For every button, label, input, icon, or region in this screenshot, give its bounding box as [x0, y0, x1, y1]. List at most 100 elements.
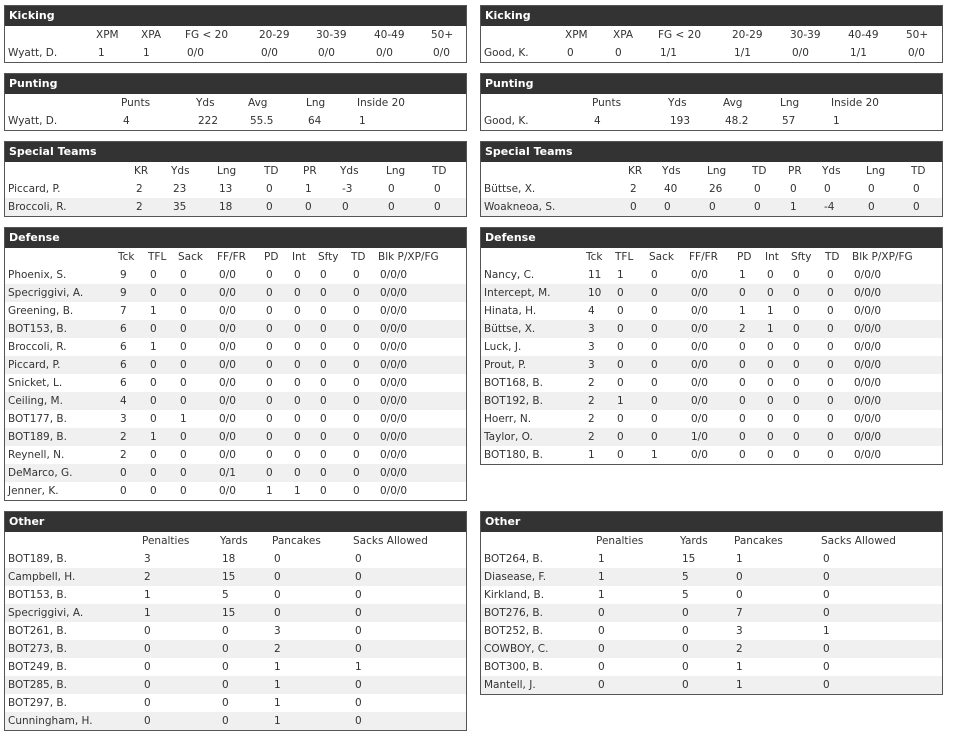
stat-cell: 57 [782, 115, 796, 127]
player-name: DeMarco, G. [8, 467, 73, 479]
column-header: Int [765, 251, 779, 263]
player-name: Broccoli, R. [8, 341, 67, 353]
stat-cell: 0 [664, 201, 671, 213]
stat-cell: 0 [266, 341, 273, 353]
stat-cell: 0/0 [908, 47, 925, 59]
stat-cell: 0 [320, 431, 327, 443]
stat-cell: 0 [266, 201, 273, 213]
player-name: BOT249, B. [8, 661, 67, 673]
column-header: Pancakes [734, 535, 783, 547]
stat-cell: 1 [617, 395, 624, 407]
column-header: KR [628, 165, 643, 177]
stat-cell: 0 [320, 377, 327, 389]
stat-cell: 0 [767, 413, 774, 425]
stat-cell: 0 [767, 377, 774, 389]
stat-cell: 1 [359, 115, 366, 127]
column-header: Lng [386, 165, 406, 177]
stat-section: Special Teams KR Yds Lng TD PR Yds Lng TD Büttse,… [480, 141, 943, 217]
player-row: BOT297, B. 0 0 1 0 [5, 694, 466, 712]
stat-cell: 1 [144, 589, 151, 601]
stat-cell: 0 [353, 305, 360, 317]
column-header: TD [264, 165, 279, 177]
player-row: Snicket, L. 6 0 0 0/0 0 0 0 0 0/0/0 [5, 374, 466, 392]
stat-cell: 0 [598, 625, 605, 637]
stat-cell: 48.2 [725, 115, 749, 127]
player-name: Büttse, X. [484, 183, 536, 195]
stat-cell: 0 [827, 359, 834, 371]
section-title: Punting [481, 74, 942, 94]
stat-cell: 0 [294, 413, 301, 425]
column-header: TD [911, 165, 926, 177]
stat-cell: 0 [353, 431, 360, 443]
section-title: Special Teams [481, 142, 942, 162]
player-row: Diasease, F. 1 5 0 0 [481, 568, 942, 586]
stat-cell: 0 [827, 377, 834, 389]
stat-cell: 0/0/0 [854, 431, 882, 443]
stat-section: Punting Punts Yds Avg Lng Inside 20 Wyatt, D. 4… [4, 73, 467, 131]
stat-cell: 2 [588, 413, 595, 425]
stat-cell: 0 [294, 431, 301, 443]
column-header: XPM [565, 29, 588, 41]
stat-cell: 55.5 [250, 115, 274, 127]
stat-cell: 0 [630, 201, 637, 213]
stat-cell: 1 [143, 47, 150, 59]
player-name: BOT168, B. [484, 377, 543, 389]
player-row: Good, K. 4 193 48.2 57 1 [481, 112, 942, 130]
header-row: XPM XPA FG < 20 20-29 30-39 40-49 50+ [5, 26, 466, 44]
stat-cell: 0 [305, 201, 312, 213]
stat-cell: 1 [598, 589, 605, 601]
stat-cell: 1 [736, 679, 743, 691]
column-header: Inside 20 [831, 97, 879, 109]
header-row: Penalties Yards Pancakes Sacks Allowed [5, 532, 466, 550]
column-header: PD [737, 251, 752, 263]
stat-cell: 0 [827, 269, 834, 281]
column-header: Lng [866, 165, 886, 177]
stat-cell: 0 [598, 607, 605, 619]
section-title: Other [481, 512, 942, 532]
column-header: Yards [680, 535, 708, 547]
column-header: FF/FR [217, 251, 246, 263]
player-name: Luck, J. [484, 341, 522, 353]
stat-cell: 0 [180, 359, 187, 371]
stat-section: Other Penalties Yards Pancakes Sacks Allowed… [4, 511, 467, 731]
player-row: Jenner, K. 0 0 0 0/0 1 1 0 0 0/0/0 [5, 482, 466, 500]
stat-cell: 0/0 [433, 47, 450, 59]
stat-cell: 0 [598, 679, 605, 691]
header-row: KR Yds Lng TD PR Yds Lng TD [481, 162, 942, 180]
stat-cell: 0 [651, 413, 658, 425]
stat-cell: 0/0 [691, 449, 708, 461]
stat-cell: 0 [651, 359, 658, 371]
stat-cell: 0 [294, 269, 301, 281]
stat-cell: 1/1 [660, 47, 677, 59]
stat-cell: 0 [823, 643, 830, 655]
stat-cell: 2 [588, 395, 595, 407]
stat-cell: 0/0/0 [380, 341, 408, 353]
stat-cell: 0 [739, 377, 746, 389]
stat-cell: 0 [682, 607, 689, 619]
player-name: Nancy, C. [484, 269, 535, 281]
player-name: BOT153, B. [8, 589, 67, 601]
player-name: BOT273, B. [8, 643, 67, 655]
stat-cell: 0 [736, 589, 743, 601]
stat-cell: 0 [355, 553, 362, 565]
stat-cell: 0 [353, 395, 360, 407]
stat-cell: 0 [320, 323, 327, 335]
player-name: Piccard, P. [8, 359, 61, 371]
stat-cell: 0/0 [261, 47, 278, 59]
player-row: BOT189, B. 2 1 0 0/0 0 0 0 0 0/0/0 [5, 428, 466, 446]
stat-cell: 0 [651, 377, 658, 389]
stat-cell: 0 [294, 377, 301, 389]
stat-cell: 0/0 [691, 377, 708, 389]
stat-cell: 0/0/0 [854, 287, 882, 299]
stat-cell: 2 [630, 183, 637, 195]
player-name: BOT180, B. [484, 449, 543, 461]
header-row: Tck TFL Sack FF/FR PD Int Sfty TD Blk P/XP/FG [481, 248, 942, 266]
stat-cell: 0 [598, 643, 605, 655]
player-name: BOT261, B. [8, 625, 67, 637]
stat-cell: 0 [913, 183, 920, 195]
header-row: KR Yds Lng TD PR Yds Lng TD [5, 162, 466, 180]
stat-cell: 0/0 [219, 377, 236, 389]
column-header: PR [788, 165, 802, 177]
section-title: Defense [481, 228, 942, 248]
